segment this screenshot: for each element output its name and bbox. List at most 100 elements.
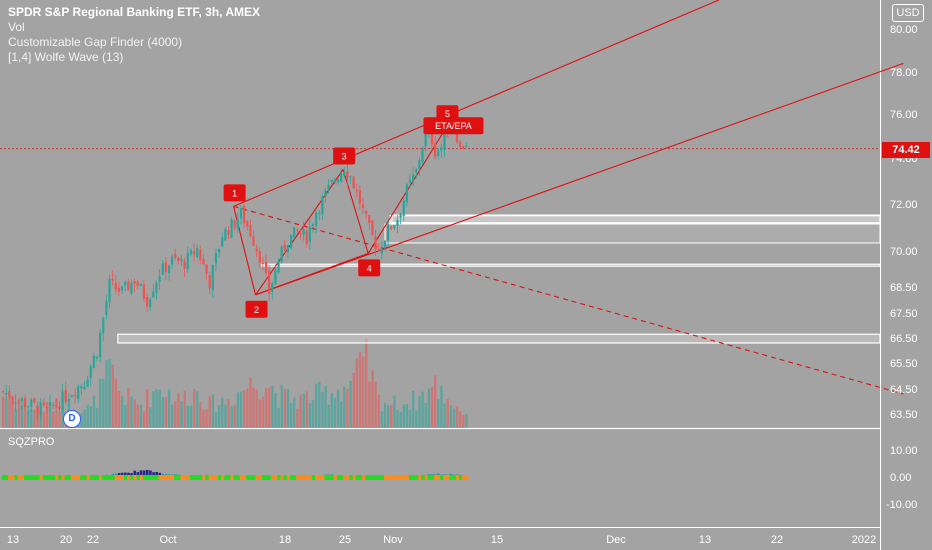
volume-bar bbox=[361, 356, 365, 428]
squeeze-dot bbox=[149, 475, 153, 480]
squeeze-dot bbox=[449, 475, 453, 480]
volume-bar bbox=[268, 387, 271, 428]
squeeze-dot bbox=[296, 475, 300, 480]
volume-bar bbox=[180, 401, 183, 428]
candle-body bbox=[227, 230, 230, 235]
volume-bar bbox=[365, 338, 368, 428]
squeeze-dot bbox=[99, 475, 103, 480]
squeeze-dot bbox=[52, 475, 56, 480]
candle-body bbox=[224, 228, 227, 241]
candle-body bbox=[55, 404, 58, 406]
candle-body bbox=[205, 264, 208, 274]
volume-bar bbox=[139, 404, 143, 428]
candle-body bbox=[305, 231, 308, 244]
squeeze-dot bbox=[305, 475, 309, 480]
volume-bar bbox=[346, 389, 349, 428]
squeeze-dot bbox=[208, 475, 212, 480]
candle-body bbox=[368, 215, 371, 224]
volume-bar bbox=[437, 398, 440, 428]
squeeze-dot bbox=[70, 475, 75, 480]
candle-body bbox=[343, 171, 346, 176]
y-tick-label: 67.50 bbox=[890, 308, 918, 320]
candle-body bbox=[299, 233, 302, 235]
candle-body bbox=[321, 196, 324, 215]
volume-bar bbox=[105, 359, 108, 428]
squeeze-dot bbox=[349, 475, 353, 480]
x-tick-label: 2022 bbox=[852, 534, 876, 546]
candle-body bbox=[458, 141, 462, 147]
squeeze-dot bbox=[127, 475, 131, 480]
squeeze-dot bbox=[433, 475, 438, 480]
volume-bar bbox=[393, 395, 396, 428]
candle-body bbox=[271, 283, 274, 293]
indicator-gap-finder[interactable]: Customizable Gap Finder (4000) bbox=[8, 35, 183, 49]
squeeze-dot bbox=[39, 475, 43, 480]
candle-body bbox=[214, 253, 218, 264]
volume-bar bbox=[368, 381, 371, 428]
squeeze-dot bbox=[33, 475, 37, 480]
squeeze-dot bbox=[161, 475, 165, 480]
volume-bar bbox=[380, 411, 384, 428]
squeeze-dot bbox=[443, 475, 447, 480]
squeeze-dot bbox=[117, 475, 122, 480]
currency-button[interactable]: USD bbox=[892, 4, 924, 22]
squeeze-dot bbox=[408, 475, 413, 480]
volume-bar bbox=[321, 392, 324, 428]
squeeze-dot bbox=[249, 475, 253, 480]
squeeze-dot bbox=[336, 475, 341, 480]
indicator-wolfe-wave[interactable]: [1,4] Wolfe Wave (13) bbox=[8, 50, 124, 64]
wave-pivot-label: 4 bbox=[367, 263, 372, 273]
volume-bar bbox=[224, 404, 227, 428]
squeeze-dot bbox=[380, 475, 384, 480]
dividend-marker[interactable]: D bbox=[63, 410, 81, 428]
squeeze-dot bbox=[396, 475, 400, 480]
candle-body bbox=[393, 225, 396, 229]
volume-bar bbox=[192, 388, 196, 428]
y-tick-label: 78.00 bbox=[890, 67, 918, 79]
symbol-title[interactable]: SPDR S&P Regional Banking ETF, 3h, AMEX bbox=[8, 5, 261, 19]
squeeze-dot bbox=[120, 475, 125, 480]
squeeze-dot bbox=[462, 475, 466, 480]
squeeze-dot bbox=[421, 475, 425, 480]
squeeze-dot bbox=[61, 475, 65, 480]
volume-bar bbox=[462, 415, 465, 428]
candle-body bbox=[421, 147, 424, 163]
indicator-vol[interactable]: Vol bbox=[8, 20, 25, 34]
volume-bar bbox=[399, 411, 402, 428]
volume-bar bbox=[30, 409, 33, 428]
squeeze-dot bbox=[102, 475, 106, 480]
candle-body bbox=[67, 399, 70, 401]
squeeze-dot bbox=[405, 475, 409, 480]
candle-body bbox=[340, 173, 343, 182]
candle-body bbox=[236, 219, 239, 229]
squeeze-dot bbox=[152, 475, 156, 480]
volume-bar bbox=[145, 389, 149, 428]
candle-body bbox=[221, 237, 224, 247]
volume-bar bbox=[333, 398, 337, 428]
squeeze-dot bbox=[192, 475, 197, 480]
gap-zones-layer bbox=[117, 214, 881, 344]
candle-body bbox=[171, 256, 174, 265]
volume-bar bbox=[427, 388, 431, 428]
volume-bar bbox=[95, 408, 99, 428]
sqzpro-label[interactable]: SQZPRO bbox=[8, 436, 55, 448]
volume-bar bbox=[174, 401, 177, 428]
momentum-bar bbox=[124, 472, 127, 477]
candle-body bbox=[405, 184, 408, 203]
squeeze-dot bbox=[239, 475, 244, 480]
squeeze-dot bbox=[20, 475, 24, 480]
candle-body bbox=[386, 224, 390, 241]
candle-body bbox=[27, 406, 30, 408]
volume-bar bbox=[8, 398, 11, 428]
candle-body bbox=[192, 251, 196, 255]
squeeze-dot bbox=[358, 475, 363, 480]
volume-bar bbox=[340, 401, 343, 428]
candle-body bbox=[296, 229, 299, 231]
squeeze-dot bbox=[299, 475, 303, 480]
candle-body bbox=[424, 134, 427, 147]
squeeze-dot bbox=[418, 475, 422, 480]
candle-body bbox=[412, 174, 415, 182]
candle-body bbox=[133, 281, 136, 284]
